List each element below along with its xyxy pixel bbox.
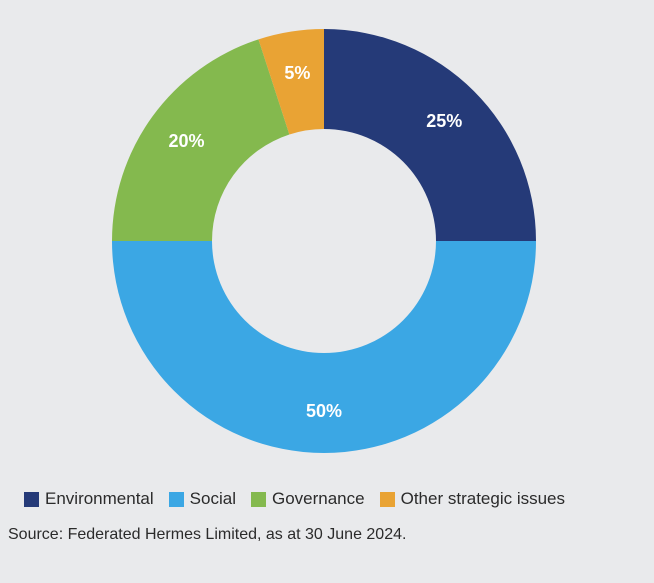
legend-item-social: Social — [168, 489, 236, 509]
source-note: Source: Federated Hermes Limited, as at … — [8, 526, 407, 543]
slice-other-strategic-issues — [258, 29, 324, 135]
slice-environmental — [324, 29, 536, 241]
slice-label-environmental: 25% — [426, 111, 462, 131]
slice-label-other-strategic-issues: 5% — [284, 63, 310, 83]
slice-social — [112, 241, 536, 453]
slice-label-governance: 20% — [168, 131, 204, 151]
slice-label-social: 50% — [306, 401, 342, 421]
legend-label-other-strategic-issues: Other strategic issues — [400, 489, 566, 508]
legend-swatch-governance — [250, 491, 266, 507]
legend-label-environmental: Environmental — [45, 489, 154, 508]
legend-item-other-strategic-issues: Other strategic issues — [379, 489, 566, 509]
slice-governance — [112, 39, 290, 241]
legend-item-governance: Governance — [250, 489, 365, 509]
legend-swatch-other-strategic-issues — [379, 491, 395, 507]
legend-swatch-environmental — [24, 491, 39, 507]
legend-label-governance: Governance — [271, 489, 365, 508]
legend-label-social: Social — [189, 489, 236, 508]
legend-swatch-social — [168, 491, 184, 507]
legend-item-environmental: Environmental — [24, 489, 154, 509]
chart-legend: Environmental Social Governance Other st… — [24, 489, 565, 509]
donut-chart: 25% 50% 20% 5% — [112, 29, 536, 453]
